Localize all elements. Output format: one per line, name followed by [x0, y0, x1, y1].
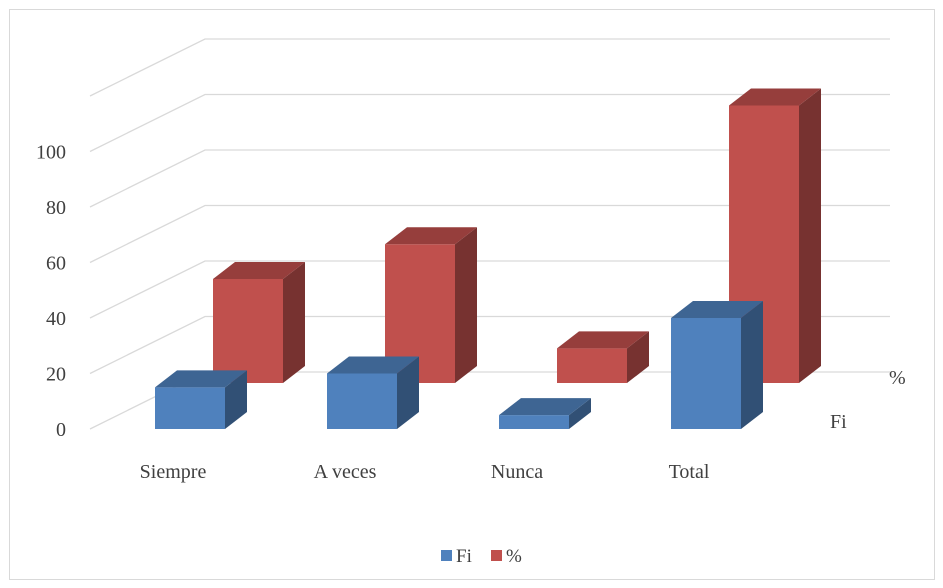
y-tick-label-60: 60	[46, 253, 66, 275]
series-bars-front	[155, 301, 763, 429]
bar-top-face	[155, 370, 247, 388]
bar-front-face	[557, 348, 627, 383]
gridline-100	[89, 93, 890, 153]
y-axis-tick-labels: 0 20 40 60 80 100	[36, 142, 66, 442]
y-tick-label-20: 20	[46, 364, 66, 386]
bar-side-face	[569, 398, 591, 429]
bar-top-face	[729, 88, 821, 106]
bar-pct-siempre[interactable]	[213, 261, 305, 383]
bar-top-face	[557, 331, 649, 349]
bar-side-face	[397, 356, 419, 429]
bar-pct-nunca[interactable]	[557, 331, 649, 383]
bar-side-face	[627, 331, 649, 383]
bar-front-face	[327, 373, 397, 429]
legend-swatch	[441, 550, 452, 561]
legend-label: Fi	[456, 546, 472, 567]
category-label-1: A veces	[314, 461, 377, 483]
bar-top-face	[327, 356, 419, 374]
bar-top-face	[499, 398, 591, 416]
legend[interactable]: Fi%	[441, 546, 522, 567]
y-tick-label-40: 40	[46, 308, 66, 330]
bar-front-face	[155, 387, 225, 429]
bar-fi-siempre[interactable]	[155, 370, 247, 429]
category-label-3: Total	[669, 461, 710, 483]
depth-axis-label-1: %	[889, 367, 906, 389]
gridline-20	[89, 315, 890, 375]
depth-axis-labels: Fi%	[830, 367, 906, 433]
gridline-120	[89, 38, 890, 97]
bar-top-face	[213, 261, 305, 279]
bar-front-face	[671, 318, 741, 429]
legend-item-1[interactable]: %	[491, 546, 522, 567]
legend-item-0[interactable]: Fi	[441, 546, 472, 567]
bar-fi-total[interactable]	[671, 301, 763, 429]
gridlines	[89, 38, 890, 430]
category-label-0: Siempre	[140, 461, 207, 483]
bar-top-face	[671, 301, 763, 318]
y-tick-label-80: 80	[46, 197, 66, 219]
bar-front-face	[213, 278, 283, 383]
bar-side-face	[283, 261, 305, 383]
y-tick-label-0: 0	[56, 419, 66, 441]
gridline-60	[89, 204, 890, 264]
y-tick-label-100: 100	[36, 142, 66, 164]
x-axis-category-labels: Siempre A veces Nunca Total	[140, 461, 710, 483]
bar-fi-nunca[interactable]	[499, 398, 591, 429]
bar-front-face	[499, 415, 569, 429]
bar-side-face	[799, 88, 821, 383]
gridline-80	[89, 149, 890, 208]
gridline-40	[89, 260, 890, 319]
bar-top-face	[385, 227, 477, 245]
series-bars-back	[213, 88, 821, 383]
depth-axis-label-0: Fi	[830, 411, 847, 433]
legend-swatch	[491, 550, 502, 561]
bar-fi-a-veces[interactable]	[327, 356, 419, 430]
bar-side-face	[225, 370, 247, 429]
category-label-2: Nunca	[491, 461, 543, 483]
bar-side-face	[741, 301, 763, 429]
legend-label: %	[506, 546, 522, 567]
bar-side-face	[455, 227, 477, 383]
